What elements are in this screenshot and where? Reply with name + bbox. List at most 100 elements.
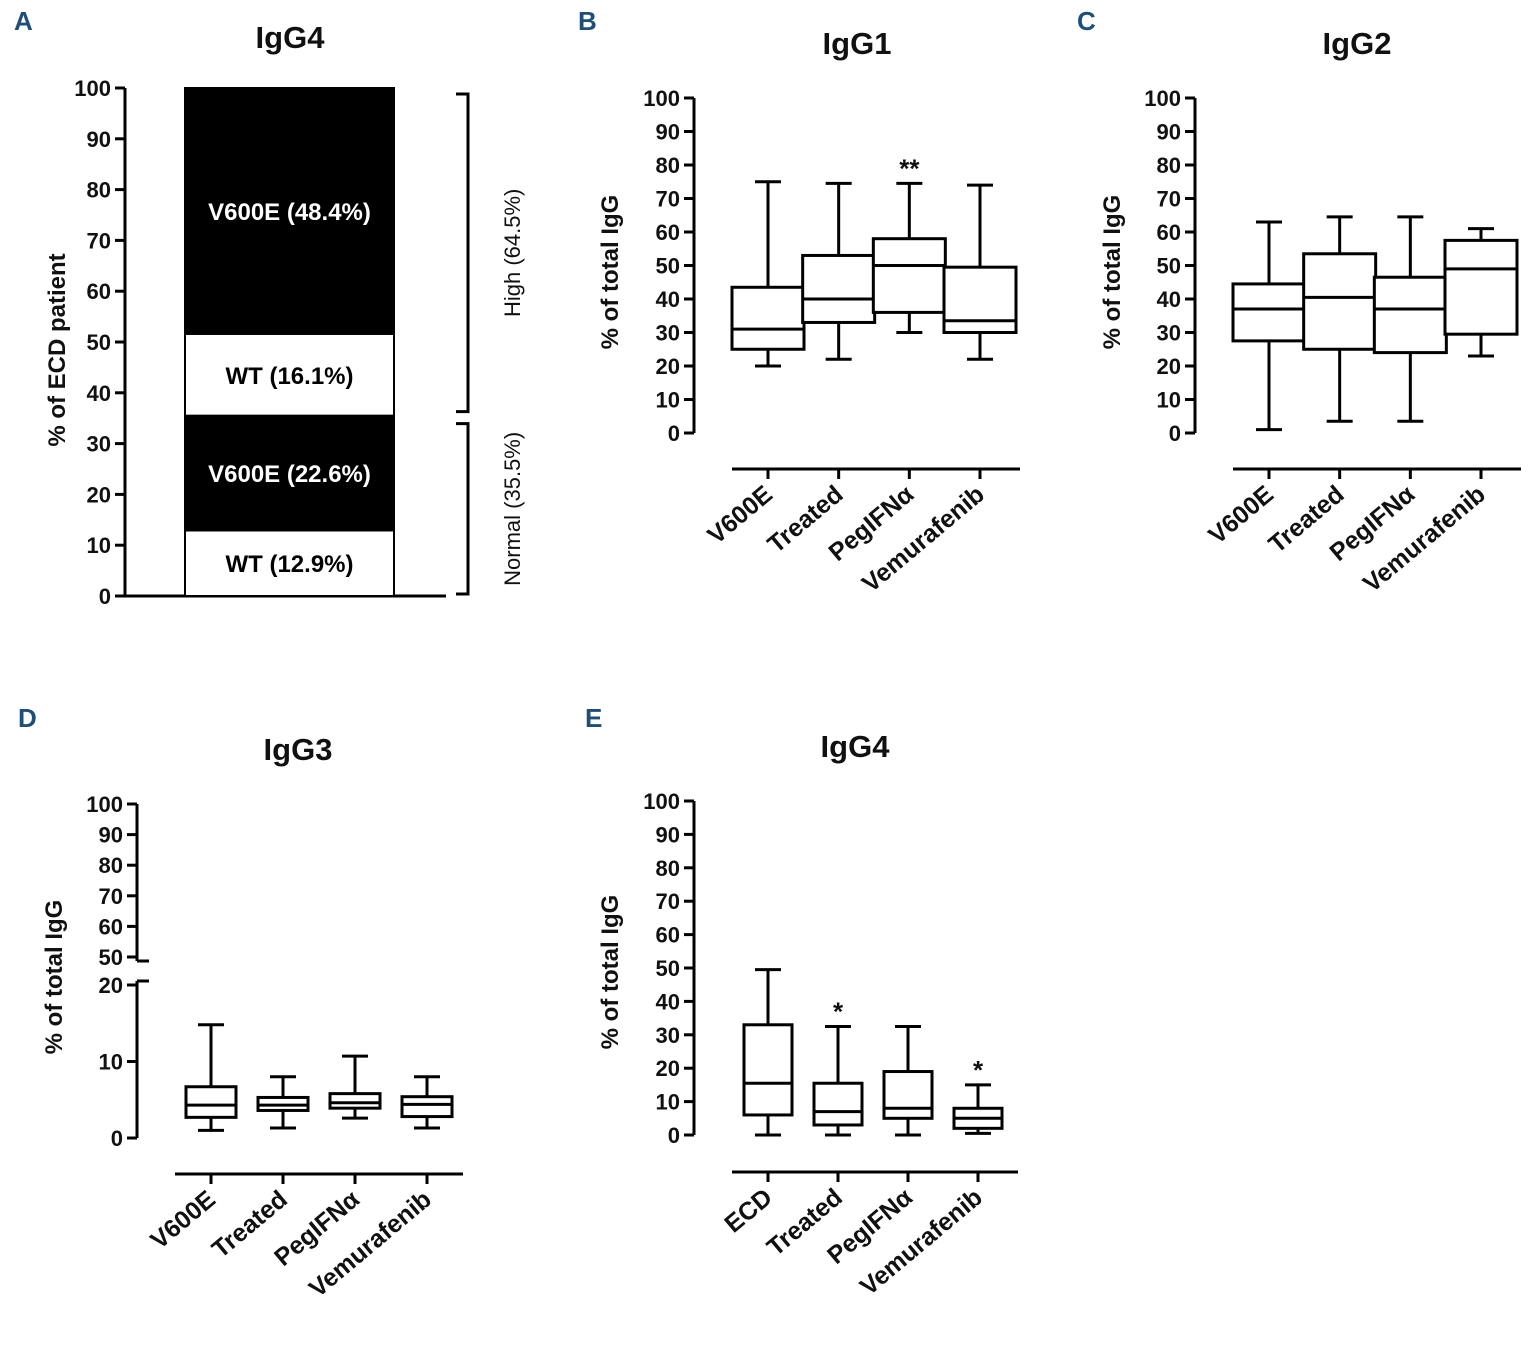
panel-d-y-tick-label: 70 xyxy=(99,884,123,909)
panel-c-y-tick-label: 90 xyxy=(1157,120,1181,145)
panel-e-y-tick-label: 90 xyxy=(656,822,680,847)
panel-b-y-tick-label: 80 xyxy=(656,153,680,178)
panel-c-box xyxy=(1231,282,1307,343)
panel-d-y-tick-label: 0 xyxy=(111,1126,123,1151)
panel-e-y-tick-label: 70 xyxy=(656,889,680,914)
panel-d-ylabel: % of total IgG xyxy=(41,900,68,1055)
panel-d-letter: D xyxy=(18,703,37,733)
panel-a-segment-label: V600E (22.6%) xyxy=(208,461,371,488)
panel-b-y-tick-label: 70 xyxy=(656,187,680,212)
panel-a-bracket-label: Normal (35.5%) xyxy=(500,432,525,586)
panel-c-ylabel: % of total IgG xyxy=(1099,195,1126,350)
panel-e-y-tick-label: 40 xyxy=(656,989,680,1014)
panel-b-y-tick-label: 90 xyxy=(656,120,680,145)
panel-a-segment-label: WT (16.1%) xyxy=(225,363,353,390)
panel-a-y-tick-label: 70 xyxy=(87,228,111,253)
panel-b-box xyxy=(942,265,1018,334)
panel-c-box xyxy=(1302,252,1378,351)
panel-c-y-tick-label: 60 xyxy=(1157,220,1181,245)
panel-c-y-tick-label: 50 xyxy=(1157,254,1181,279)
panel-d-category-label: Vemurafenib xyxy=(304,1185,437,1303)
panel-b-y-tick-label: 40 xyxy=(656,287,680,312)
panel-b-y-tick-label: 0 xyxy=(668,421,680,446)
panel-b-y-tick-label: 10 xyxy=(656,388,680,413)
panel-d-y-tick-label: 100 xyxy=(86,792,123,817)
panel-d-box xyxy=(328,1092,382,1110)
panel-a-segment-label: WT (12.9%) xyxy=(225,551,353,578)
panel-a-y-tick-label: 100 xyxy=(74,76,111,101)
panel-e-y-tick-label: 60 xyxy=(656,923,680,948)
panel-b-box xyxy=(801,253,877,324)
panel-a-bar-segment xyxy=(184,414,395,532)
panel-c-y-tick-label: 20 xyxy=(1157,354,1181,379)
panel-a-y-tick-label: 20 xyxy=(87,482,111,507)
panel-e-box xyxy=(742,1023,794,1117)
panel-a-bracket-label: High (64.5%) xyxy=(500,189,525,317)
panel-a-title: IgG4 xyxy=(256,20,326,55)
panel-e-y-tick-label: 10 xyxy=(656,1090,680,1115)
panel-a-letter: A xyxy=(14,6,33,36)
panel-b-y-tick-label: 50 xyxy=(656,254,680,279)
panel-a-y-tick-label: 80 xyxy=(87,178,111,203)
panel-d-box xyxy=(400,1095,454,1119)
panel-e-category-label: Vemurafenib xyxy=(855,1183,988,1301)
panel-d-y-tick-label: 80 xyxy=(99,853,123,878)
panel-e-letter: E xyxy=(585,703,602,733)
panel-c-title: IgG2 xyxy=(1323,26,1392,61)
panel-a-y-tick-label: 40 xyxy=(87,381,111,406)
panel-a-bracket xyxy=(456,422,470,596)
panel-a-y-tick-label: 30 xyxy=(87,432,111,457)
panel-b-significance-marker: ** xyxy=(899,153,920,183)
panel-c-y-tick-label: 40 xyxy=(1157,287,1181,312)
panel-a-y-tick-label: 50 xyxy=(87,330,111,355)
panel-a-y-tick-label: 60 xyxy=(87,279,111,304)
panel-b-y-tick-label: 100 xyxy=(643,86,680,111)
panel-e-y-tick-label: 50 xyxy=(656,956,680,981)
panel-e-y-tick-label: 100 xyxy=(643,789,680,814)
panel-e-significance-marker: * xyxy=(973,1055,984,1085)
panel-c-y-tick-label: 10 xyxy=(1157,388,1181,413)
panel-a-bar-segment xyxy=(184,87,395,335)
panel-c-y-tick-label: 0 xyxy=(1169,421,1181,446)
panel-e-y-tick-label: 0 xyxy=(668,1123,680,1148)
panel-d-y-tick-label: 10 xyxy=(99,1050,123,1075)
panel-b-category-label: Vemurafenib xyxy=(857,480,990,598)
panel-b-y-tick-label: 60 xyxy=(656,220,680,245)
panel-e-y-tick-label: 30 xyxy=(656,1023,680,1048)
panel-a-y-tick-label: 10 xyxy=(87,533,111,558)
panel-a-bracket xyxy=(456,92,470,414)
panel-c-category-label: Vemurafenib xyxy=(1358,480,1491,598)
panel-d-y-tick-label: 90 xyxy=(99,823,123,848)
panel-a-y-tick-label: 0 xyxy=(99,584,111,609)
panel-b-y-tick-label: 20 xyxy=(656,354,680,379)
panel-c-y-tick-label: 100 xyxy=(1144,86,1181,111)
panel-a-bar-segment xyxy=(184,529,395,598)
panel-c-box xyxy=(1372,275,1448,355)
panel-b-ylabel: % of total IgG xyxy=(597,195,624,350)
panel-c-y-tick-label: 70 xyxy=(1157,187,1181,212)
panel-b-y-tick-label: 30 xyxy=(656,321,680,346)
panel-e-significance-marker: * xyxy=(833,996,844,1026)
panel-e-title: IgG4 xyxy=(821,729,891,764)
panel-b-title: IgG1 xyxy=(823,26,892,61)
panel-a-segment-label: V600E (48.4%) xyxy=(208,199,371,226)
panel-e-box xyxy=(812,1081,864,1127)
panel-e-box xyxy=(882,1070,934,1120)
panel-c-y-tick-label: 30 xyxy=(1157,321,1181,346)
panel-e-ylabel: % of total IgG xyxy=(597,895,624,1050)
panel-d-y-tick-label: 50 xyxy=(99,945,123,970)
panel-e-y-tick-label: 20 xyxy=(656,1056,680,1081)
panel-a-bar-segment xyxy=(184,332,395,417)
panel-a-y-tick-label: 90 xyxy=(87,127,111,152)
panel-d-y-tick-label: 20 xyxy=(99,973,123,998)
panel-b-box xyxy=(871,237,947,314)
panel-c-y-tick-label: 80 xyxy=(1157,153,1181,178)
panel-d-box xyxy=(184,1085,238,1119)
panel-c-letter: C xyxy=(1077,6,1096,36)
panel-b-box xyxy=(730,285,806,351)
panel-d-y-tick-label: 60 xyxy=(99,914,123,939)
panel-d-title: IgG3 xyxy=(264,732,333,767)
panel-e-y-tick-label: 80 xyxy=(656,856,680,881)
